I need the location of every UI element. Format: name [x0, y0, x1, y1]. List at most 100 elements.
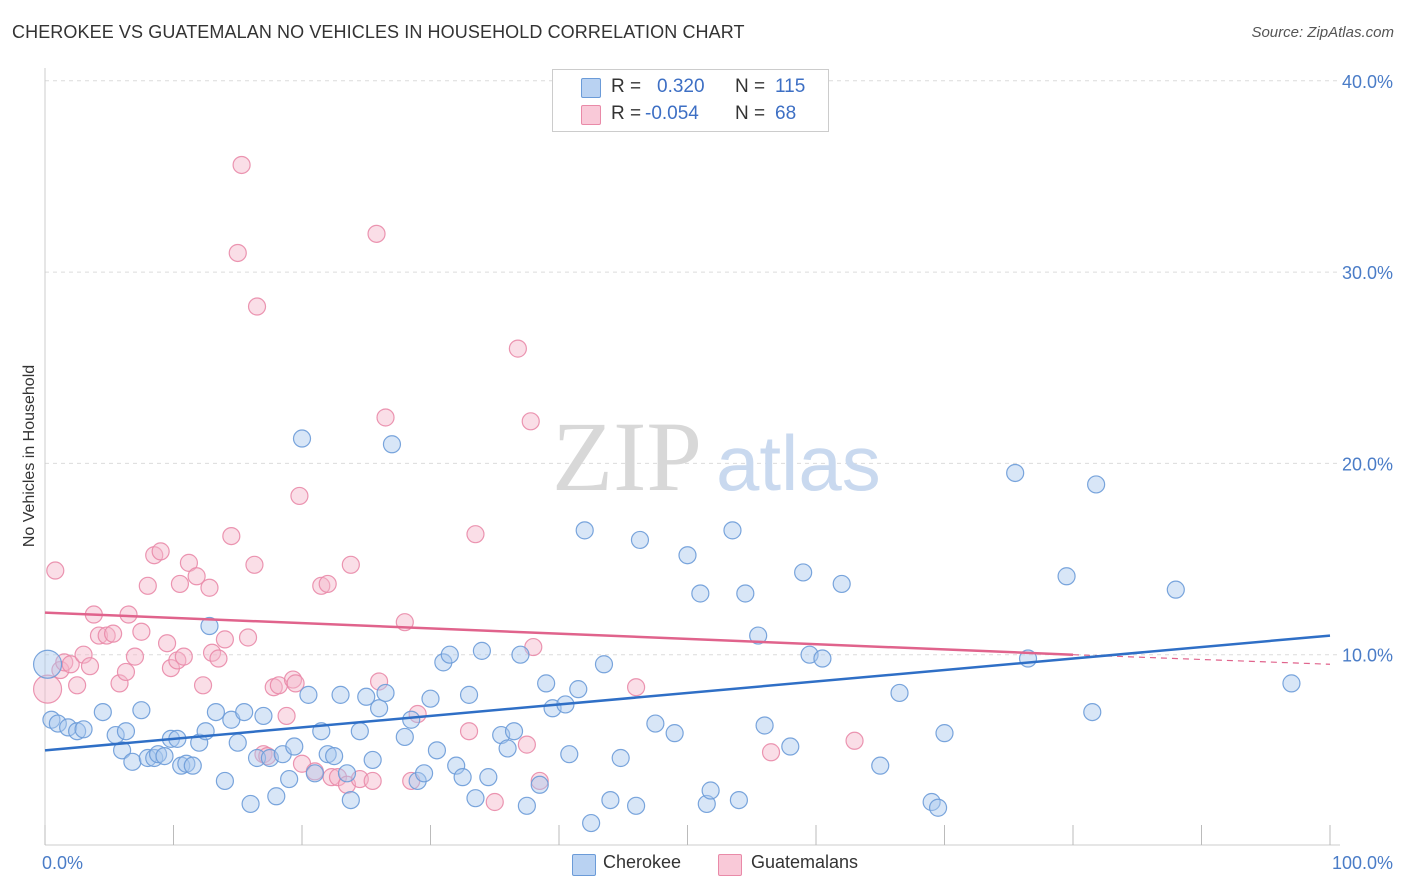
data-point: [280, 769, 299, 789]
data-point: [665, 724, 684, 743]
data-point: [174, 647, 193, 666]
data-point: [601, 790, 620, 810]
data-point: [367, 224, 386, 243]
data-point: [318, 745, 337, 764]
data-point: [928, 798, 948, 817]
data-point: [148, 745, 168, 764]
legend-r-value: 0.320: [657, 76, 705, 97]
data-point: [427, 741, 447, 760]
data-point: [179, 553, 199, 572]
data-point: [1282, 674, 1301, 693]
data-point: [794, 563, 813, 582]
data-point: [1006, 463, 1025, 483]
data-point: [479, 768, 498, 787]
cherokee-legend-label: Cherokee: [603, 852, 682, 872]
data-point: [187, 567, 206, 586]
data-point: [363, 771, 382, 791]
cherokee-swatch: [581, 78, 601, 98]
data-point: [630, 530, 650, 550]
guatemalan-legend-swatch: [718, 854, 742, 876]
data-point: [119, 605, 138, 624]
data-point: [157, 634, 177, 653]
data-point: [582, 813, 601, 833]
data-point: [813, 649, 832, 668]
data-point: [325, 746, 344, 766]
data-point: [845, 731, 864, 750]
data-point: [1057, 567, 1076, 586]
data-point: [832, 574, 851, 594]
y-tick-label: 40.0%: [1342, 72, 1393, 92]
data-point: [277, 706, 296, 726]
data-point: [569, 680, 588, 699]
data-point: [104, 624, 123, 643]
data-point: [723, 521, 742, 540]
data-point: [395, 727, 414, 747]
data-point: [453, 768, 472, 787]
cherokee-points: [32, 429, 1301, 833]
legend-n-value: 68: [775, 103, 797, 124]
data-point: [46, 561, 65, 580]
data-point: [678, 546, 697, 565]
x-tick-label-min: 0.0%: [42, 853, 83, 873]
cherokee-trend-line: [44, 634, 1331, 752]
data-point: [190, 733, 209, 752]
data-point: [312, 576, 331, 595]
data-point: [32, 674, 63, 704]
data-point: [222, 526, 241, 546]
data-point: [228, 243, 247, 263]
data-point: [48, 714, 67, 733]
watermark-zip: ZIP: [552, 401, 702, 512]
data-point: [697, 794, 716, 814]
data-point: [125, 647, 145, 666]
data-point: [238, 628, 258, 647]
data-point: [132, 701, 151, 720]
data-point: [626, 796, 646, 815]
x-tick-label-max: 100.0%: [1332, 853, 1393, 873]
data-point: [337, 764, 357, 783]
data-point: [729, 790, 749, 810]
data-point: [247, 297, 267, 316]
data-point: [530, 775, 549, 794]
data-point: [646, 714, 665, 733]
data-point: [138, 576, 157, 595]
data-point: [517, 735, 536, 754]
data-point: [299, 685, 318, 704]
data-point: [110, 674, 129, 693]
guatemalan-trend-line: [44, 611, 1074, 656]
data-point: [537, 674, 556, 693]
legend-r-value: -0.054: [645, 103, 699, 124]
data-point: [521, 412, 540, 431]
data-point: [363, 750, 382, 770]
data-point: [74, 645, 93, 664]
cherokee-legend-swatch: [572, 854, 596, 876]
data-point: [459, 722, 479, 741]
data-point: [232, 155, 251, 175]
data-point: [80, 657, 100, 676]
axes: [44, 68, 1340, 846]
data-point: [890, 683, 909, 703]
data-point: [382, 435, 402, 454]
data-point: [691, 584, 710, 603]
data-point: [215, 630, 234, 649]
data-point: [517, 796, 536, 815]
data-point: [370, 699, 389, 718]
y-tick-label: 10.0%: [1342, 646, 1393, 666]
data-point: [376, 408, 395, 427]
data-point: [290, 486, 309, 506]
y-tick-label: 30.0%: [1342, 263, 1393, 283]
legend-n-label: N =: [735, 103, 766, 124]
data-point: [575, 521, 594, 540]
tick-labels: 10.0% 20.0% 30.0% 40.0% 0.0% 100.0%: [42, 72, 1393, 873]
data-point: [318, 574, 337, 594]
data-point: [421, 689, 440, 708]
correlation-legend: R = 0.320 N = 115 R = -0.054 N = 68: [552, 69, 829, 132]
source-credit: Source: ZipAtlas.com: [1251, 24, 1394, 41]
data-point: [1166, 580, 1185, 599]
data-point: [357, 687, 376, 706]
data-point: [286, 674, 305, 693]
data-point: [560, 745, 579, 764]
data-point: [755, 716, 774, 735]
data-point: [116, 722, 136, 741]
data-point: [498, 739, 517, 758]
data-point: [292, 429, 312, 448]
